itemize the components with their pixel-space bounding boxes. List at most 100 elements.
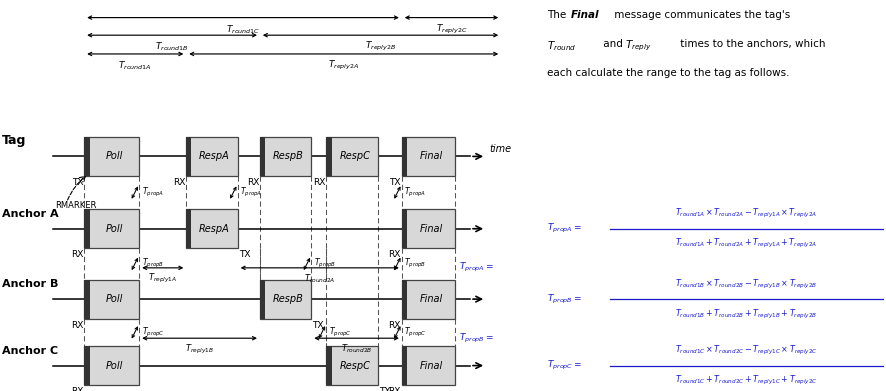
Text: RespB: RespB: [272, 151, 303, 161]
Text: $T_{round1A}+T_{round2A}+T_{reply1A}+T_{reply2A}$: $T_{round1A}+T_{round2A}+T_{reply1A}+T_{…: [674, 237, 817, 250]
Text: RX: RX: [173, 178, 185, 187]
Text: $T_{round1A}\times T_{round2A}-T_{reply1A}\times T_{reply2A}$: $T_{round1A}\times T_{round2A}-T_{reply1…: [674, 207, 817, 221]
Bar: [326, 346, 331, 385]
Text: $T_{reply2A}$: $T_{reply2A}$: [328, 59, 359, 72]
Text: $T_{round1C}\times T_{round2C}-T_{reply1C}\times T_{reply2C}$: $T_{round1C}\times T_{round2C}-T_{reply1…: [674, 344, 817, 357]
Bar: [401, 346, 407, 385]
Text: Final: Final: [419, 294, 442, 304]
Text: Tag: Tag: [2, 134, 26, 147]
Text: $T_{round2B}$: $T_{round2B}$: [340, 343, 372, 355]
Bar: [84, 346, 139, 385]
Text: $T_{round1B}$: $T_{round1B}$: [155, 41, 189, 53]
Text: $T_{reply1B}$: $T_{reply1B}$: [184, 343, 214, 356]
Bar: [401, 137, 455, 176]
Text: $T_{reply1A}$: $T_{reply1A}$: [148, 272, 177, 285]
Text: $T_{round}$: $T_{round}$: [547, 39, 576, 53]
Bar: [260, 280, 265, 319]
Text: RespA: RespA: [199, 151, 229, 161]
Text: $T_{propB}$: $T_{propB}$: [404, 257, 426, 271]
Bar: [84, 137, 89, 176]
Text: $T_{propC}=$: $T_{propC}=$: [547, 359, 581, 372]
Text: $T_{propC}$: $T_{propC}$: [404, 326, 427, 339]
Text: RespC: RespC: [338, 151, 369, 161]
Text: $T_{round1C}+T_{round2C}+T_{reply1C}+T_{reply2C}$: $T_{round1C}+T_{round2C}+T_{reply1C}+T_{…: [674, 374, 817, 387]
Text: RespA: RespA: [199, 224, 229, 234]
Text: $T_{propA}=$: $T_{propA}=$: [459, 261, 494, 274]
Bar: [84, 346, 89, 385]
Text: Poll: Poll: [105, 294, 123, 304]
Text: $T_{reply2B}$: $T_{reply2B}$: [364, 40, 396, 54]
Bar: [84, 280, 139, 319]
Text: TX: TX: [378, 387, 390, 391]
Bar: [260, 137, 265, 176]
Text: $T_{propB}$: $T_{propB}$: [314, 257, 336, 271]
Text: RX: RX: [313, 178, 325, 187]
Text: message communicates the tag's: message communicates the tag's: [610, 10, 789, 20]
Text: each calculate the range to the tag as follows.: each calculate the range to the tag as f…: [547, 68, 789, 79]
Bar: [326, 137, 377, 176]
Bar: [84, 137, 139, 176]
Text: $T_{propB}=$: $T_{propB}=$: [547, 292, 581, 306]
Text: TX: TX: [389, 178, 400, 187]
Bar: [401, 209, 407, 248]
Text: $T_{round1A}$: $T_{round1A}$: [118, 59, 152, 72]
Text: TX: TX: [238, 250, 250, 259]
Bar: [186, 209, 237, 248]
Bar: [260, 137, 311, 176]
Text: RespB: RespB: [272, 294, 303, 304]
Bar: [260, 280, 311, 319]
Text: $T_{propA}$: $T_{propA}$: [404, 186, 426, 199]
Text: $T_{propA}$: $T_{propA}$: [142, 186, 164, 199]
Text: $T_{reply2C}$: $T_{reply2C}$: [435, 23, 467, 36]
Text: TX: TX: [72, 178, 83, 187]
Text: Final: Final: [571, 10, 599, 20]
Text: RMARKER: RMARKER: [55, 201, 97, 210]
Text: Poll: Poll: [105, 151, 123, 161]
Text: Final: Final: [419, 224, 442, 234]
Text: $T_{propA}$: $T_{propA}$: [240, 186, 262, 199]
Text: $T_{round1C}$: $T_{round1C}$: [226, 23, 260, 36]
Text: $T_{round1B}+T_{round2B}+T_{reply1B}+T_{reply2B}$: $T_{round1B}+T_{round2B}+T_{reply1B}+T_{…: [674, 307, 817, 321]
Text: RX: RX: [388, 321, 400, 330]
Bar: [326, 346, 377, 385]
Text: RX: RX: [71, 387, 83, 391]
Text: The: The: [547, 10, 569, 20]
Text: times to the anchors, which: times to the anchors, which: [676, 39, 824, 49]
Text: RX: RX: [388, 387, 400, 391]
Bar: [401, 280, 455, 319]
Bar: [326, 137, 331, 176]
Bar: [401, 209, 455, 248]
Bar: [401, 280, 407, 319]
Text: $T_{round2A}$: $T_{round2A}$: [304, 273, 335, 285]
Text: Final: Final: [419, 361, 442, 371]
Text: and: and: [600, 39, 626, 49]
Text: Poll: Poll: [105, 224, 123, 234]
Bar: [186, 137, 237, 176]
Text: $T_{propB}$: $T_{propB}$: [142, 257, 164, 271]
Text: RX: RX: [246, 178, 259, 187]
Text: $T_{propC}$: $T_{propC}$: [142, 326, 165, 339]
Text: $T_{reply}$: $T_{reply}$: [625, 39, 651, 54]
Text: RX: RX: [388, 250, 400, 259]
Bar: [84, 209, 139, 248]
Text: RX: RX: [71, 250, 83, 259]
Bar: [401, 346, 455, 385]
Bar: [84, 209, 89, 248]
Text: Final: Final: [419, 151, 442, 161]
Text: Anchor C: Anchor C: [2, 346, 58, 356]
Text: RespC: RespC: [338, 361, 369, 371]
Text: $T_{propC}$: $T_{propC}$: [329, 326, 352, 339]
Text: $T_{propA}=$: $T_{propA}=$: [547, 222, 581, 235]
Bar: [186, 209, 191, 248]
Text: time: time: [489, 143, 511, 154]
Text: Poll: Poll: [105, 361, 123, 371]
Bar: [84, 280, 89, 319]
Text: $T_{round1B}\times T_{round2B}-T_{reply1B}\times T_{reply2B}$: $T_{round1B}\times T_{round2B}-T_{reply1…: [674, 278, 817, 291]
Text: RX: RX: [71, 321, 83, 330]
Text: $T_{propB}=$: $T_{propB}=$: [459, 332, 494, 345]
Text: TX: TX: [312, 321, 323, 330]
Text: Anchor B: Anchor B: [2, 279, 58, 289]
Text: Anchor A: Anchor A: [2, 209, 58, 219]
Bar: [401, 137, 407, 176]
Bar: [186, 137, 191, 176]
